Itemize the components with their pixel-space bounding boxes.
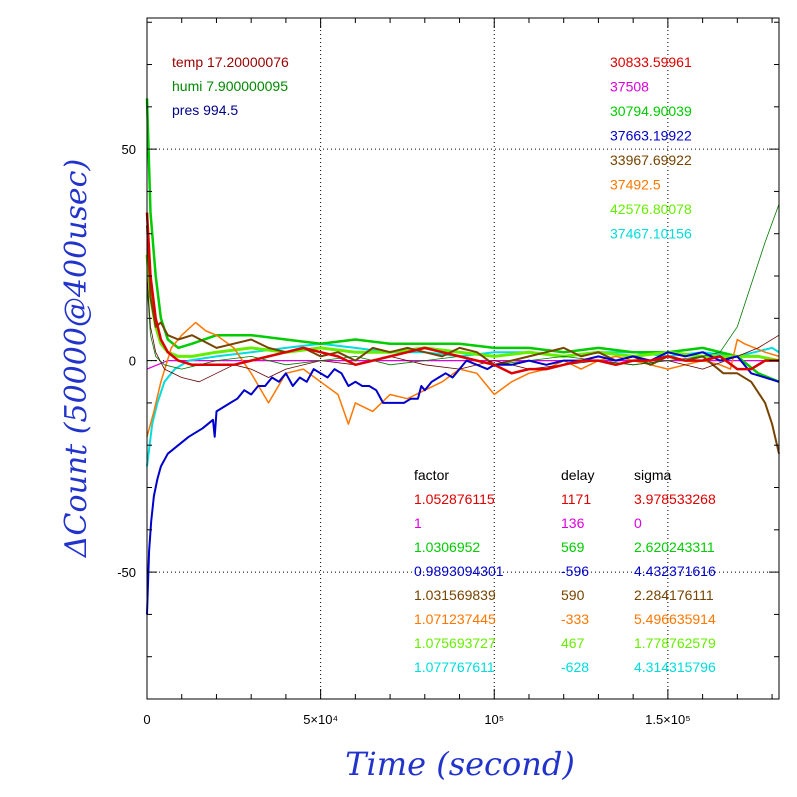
mean-value-6: 42576.80078 [610, 201, 692, 217]
series-layer [145, 98, 780, 615]
mean-value-7: 37467.10156 [610, 226, 692, 242]
table-sigma-7: 4.314315796 [634, 659, 716, 675]
y-axis-label: ΔCount (50000@400usec) [59, 159, 94, 558]
table-delay-4: 590 [561, 587, 585, 603]
series-line-9 [145, 212, 779, 375]
mean-value-3: 37663.19922 [610, 128, 692, 144]
table-factor-2: 1.0306952 [414, 539, 480, 555]
series-line-4 [146, 321, 780, 437]
table-delay-0: 1171 [561, 491, 591, 507]
mean-value-0: 30833.59961 [610, 54, 692, 70]
y-tick-label-0: -50 [117, 565, 136, 580]
table-delay-3: -596 [561, 563, 589, 579]
table-delay-1: 136 [561, 515, 585, 531]
table-sigma-5: 5.496635914 [634, 611, 716, 627]
table-factor-3: 0.9893094301 [414, 563, 504, 579]
x-axis-label: Time (second) [345, 745, 575, 783]
series-line-7 [146, 203, 780, 370]
mean-value-5: 37492.5 [610, 177, 661, 193]
table-sigma-4: 2.284176111 [634, 587, 714, 603]
series-line-5 [146, 225, 780, 454]
table-sigma-6: 1.778762579 [634, 635, 716, 651]
table-sigma-0: 3.978533268 [634, 491, 716, 507]
table-delay-5: -333 [561, 611, 589, 627]
table-factor-7: 1.077767611 [414, 659, 495, 675]
mean-value-4: 33967.69922 [610, 152, 692, 168]
table-delay-7: -628 [561, 659, 589, 675]
env-label-1: humi 7.900000095 [172, 78, 288, 94]
env-label-2: pres 994.5 [172, 102, 238, 118]
table-delay-2: 569 [561, 539, 585, 555]
x-tick-label-3: 1.5×10⁵ [645, 712, 691, 727]
mean-value-2: 30794.90039 [610, 103, 692, 119]
table-sigma-3: 4.432371616 [634, 563, 716, 579]
table-header-factor: factor [414, 467, 449, 483]
mean-value-1: 37508 [610, 79, 649, 95]
table-sigma-1: 0 [634, 515, 642, 531]
table-sigma-2: 2.620243311 [634, 539, 715, 555]
y-tick-label-1: 0 [129, 354, 136, 369]
y-tick-label-2: 50 [122, 142, 136, 157]
x-tick-label-2: 10⁵ [484, 712, 504, 727]
plot-frame [146, 17, 780, 700]
series-line-0 [146, 360, 779, 370]
table-factor-5: 1.071237445 [414, 611, 496, 627]
series-line-8 [146, 351, 780, 615]
env-label-0: temp 17.20000076 [172, 54, 289, 70]
table-factor-1: 1 [414, 515, 422, 531]
x-tick-label-0: 0 [143, 712, 150, 727]
x-tick-label-1: 5×10⁴ [303, 712, 338, 727]
table-factor-0: 1.052876115 [414, 491, 495, 507]
table-header-sigma: sigma [634, 467, 672, 483]
annotations: temp 17.20000076 humi 7.900000095 pres 994… [172, 54, 716, 675]
table-factor-4: 1.031569839 [414, 587, 496, 603]
table-delay-6: 467 [561, 635, 585, 651]
table-factor-6: 1.075693727 [414, 635, 496, 651]
ticks: 0 5×10⁴ 10⁵ 1.5×10⁵ -50 0 50 [117, 18, 779, 727]
table-header-delay: delay [561, 467, 594, 483]
